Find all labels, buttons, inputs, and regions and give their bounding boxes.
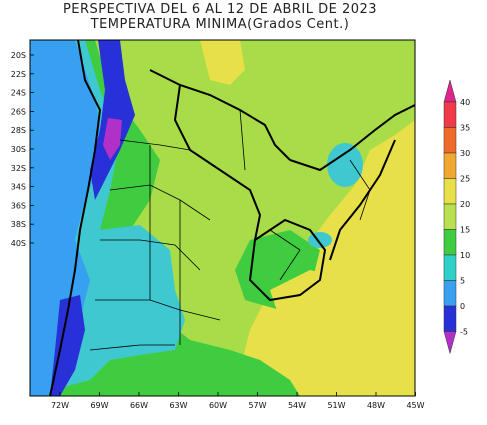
legend-swatch [443,101,457,128]
legend-swatch [443,254,457,281]
lon-label: 60W [209,401,227,410]
lat-label: 28S [11,126,26,135]
legend-label: 0 [460,302,465,311]
lon-label: 57W [248,401,266,410]
latitude-labels: 20S 22S 24S 26S 28S 30S 32S 34S 36S 38S 40S [11,51,34,248]
legend-label: 30 [460,149,470,158]
lon-label: 63W [169,401,187,410]
country-borders [49,40,415,396]
lat-label: 26S [11,107,26,116]
map-title-line1: PERSPECTIVA DEL 6 AL 12 DE ABRIL DE 2023 [62,2,378,17]
field-yellow-north [200,40,245,85]
lon-label: 48W [367,401,385,410]
lat-label: 32S [11,164,26,173]
legend-label: -5 [460,328,468,337]
legend-label: 10 [460,251,470,260]
lat-label: 20S [11,51,26,60]
lon-label: 66W [130,401,148,410]
field-cyan-brazil [327,143,363,187]
legend-label: 20 [460,200,470,209]
legend-label: 40 [460,98,470,107]
province-borders [89,109,371,351]
lat-label: 40S [11,239,26,248]
field-yellow-ocean [270,270,380,335]
legend-swatch [443,280,457,307]
map-frame [29,39,416,397]
lon-label: 54W [288,401,306,410]
lat-label: 22S [11,70,26,79]
field-purple [103,118,122,160]
lon-label: 45W [406,401,424,410]
legend-swatch [443,152,457,179]
legend-swatch [443,127,457,154]
legend-label: 35 [460,124,470,133]
lat-label: 38S [11,220,26,229]
lat-label: 36S [11,201,26,210]
legend-label: 5 [460,277,465,286]
legend-swatch [443,229,457,256]
temperature-field [30,40,415,396]
legend-label: 15 [460,226,470,235]
legend-swatch [443,178,457,205]
field-dark-blue-south [50,295,85,396]
lat-label: 30S [11,145,26,154]
legend-swatch [443,79,457,103]
color-legend: 40 35 30 25 20 15 10 5 0 -5 [443,79,470,355]
legend-swatch [443,203,457,230]
lon-label: 72W [51,401,69,410]
field-blue [30,40,105,396]
legend-swatch [443,331,457,355]
map-title-line2: TEMPERATURA MINIMA(Grados Cent.) [90,17,350,32]
field-cyan-coast [308,232,332,248]
legend-swatch [443,305,457,332]
lon-label: 51W [327,401,345,410]
legend-label: 25 [460,175,470,184]
lat-label: 34S [11,183,26,192]
longitude-labels: 72W 69W 66W 63W 60W 57W 54W 51W 48W 45W [51,392,425,410]
lon-label: 69W [90,401,108,410]
lat-label: 24S [11,89,26,98]
